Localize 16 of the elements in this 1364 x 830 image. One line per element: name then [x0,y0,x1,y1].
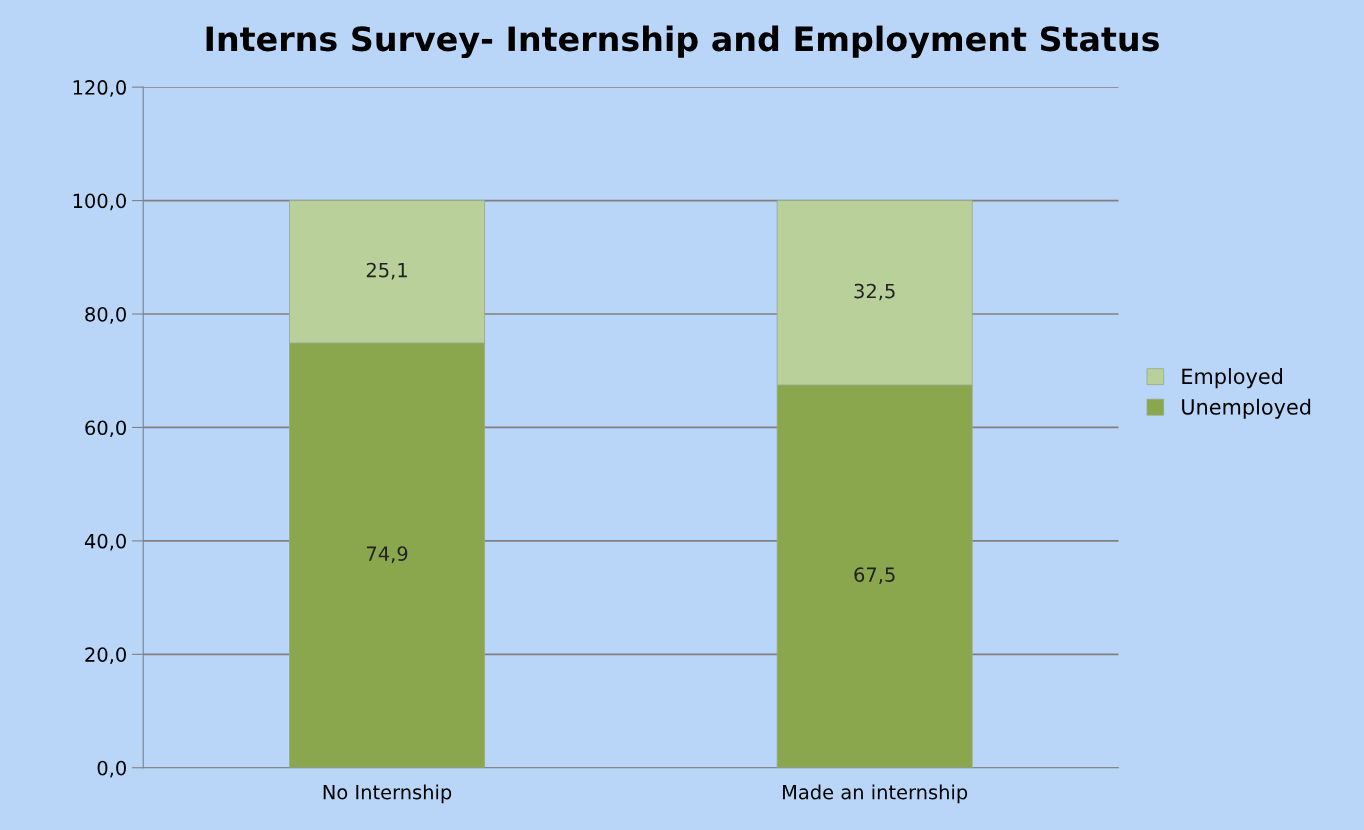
data-label: 32,5 [854,283,895,301]
y-tick-label: 120,0 [73,80,126,97]
x-tick-label: No Internship [323,784,452,804]
data-label: 74,9 [366,546,408,563]
y-tick-label: 20,0 [85,647,126,664]
data-label: 25,1 [366,262,407,280]
y-tick-label: 100,0 [73,193,126,211]
data-label: 67,5 [854,567,895,584]
y-tick-label: 60,0 [85,420,126,438]
y-tick-label: 80,0 [85,306,126,324]
legend-label: Employed [1182,368,1283,389]
chart-title: Interns Survey- Internship and Employment Status [206,25,1159,59]
y-tick-label: 40,0 [84,533,126,551]
x-tick-label: Made an internship [783,784,968,804]
legend-label: Unemployed [1182,398,1311,419]
y-tick-label: 0,0 [97,760,126,778]
